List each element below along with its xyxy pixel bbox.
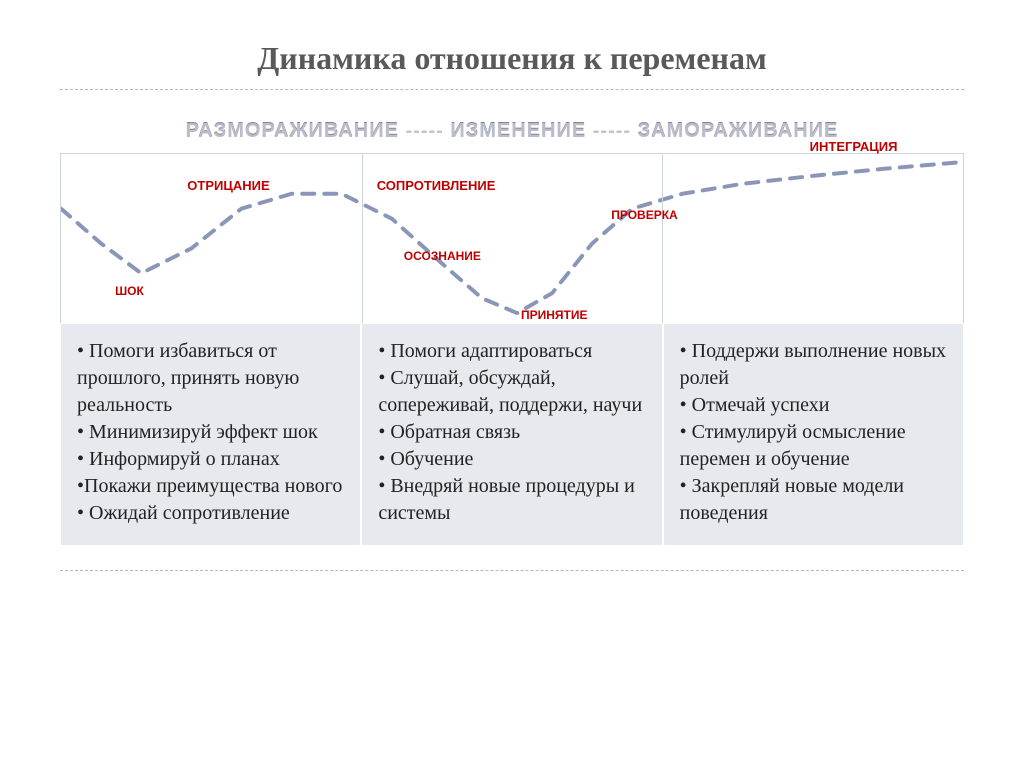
table-item: • Информируй о планах (77, 446, 344, 473)
table-item: • Помоги адаптироваться (378, 338, 645, 365)
stage-label-awareness: ОСОЗНАНИЕ (404, 249, 481, 263)
stage-label-testing: ПРОВЕРКА (611, 208, 677, 222)
table-item: • Отмечай успехи (680, 392, 947, 419)
table-item: • Слушай, обсуждай, сопереживай, поддерж… (378, 365, 645, 419)
divider-bottom (60, 570, 964, 571)
slide: Динамика отношения к переменам РАЗМОРАЖИ… (0, 0, 1024, 601)
stage-label-denial: ОТРИЦАНИЕ (187, 178, 269, 193)
table-cell-unfreeze: • Помоги избавиться от прошлого, принять… (60, 323, 361, 546)
table-item: • Поддержи выполнение новых ролей (680, 338, 947, 392)
table-item: • Закрепляй новые модели поведения (680, 473, 947, 527)
table-item: • Обратная связь (378, 419, 645, 446)
column-separator-1 (362, 154, 363, 323)
stage-label-shock: ШОК (115, 284, 144, 298)
page-title: Динамика отношения к переменам (60, 40, 964, 77)
change-curve-chart: ШОК ОТРИЦАНИЕ СОПРОТИВЛЕНИЕ ОСОЗНАНИЕ ПРИНЯТ… (60, 153, 964, 323)
table-item: • Обучение (378, 446, 645, 473)
table-item: • Минимизируй эффект шок (77, 419, 344, 446)
table-item: • Внедряй новые процедуры и системы (378, 473, 645, 527)
stage-label-acceptance: ПРИНЯТИЕ (521, 308, 588, 322)
divider-top (60, 89, 964, 90)
table-item: • Ожидай сопротивление (77, 500, 344, 527)
table-cell-change: • Помоги адаптироваться• Слушай, обсужда… (361, 323, 662, 546)
table-item: • Стимулируй осмысление перемен и обучен… (680, 419, 947, 473)
subtitle-word-1: РАЗМОРАЖИВАНИЕ (186, 120, 399, 143)
table-item: • Помоги избавиться от прошлого, принять… (77, 338, 344, 419)
subtitle-sep-1: ----- (399, 120, 450, 142)
subtitle-sep-2: ----- (586, 120, 637, 142)
column-separator-2 (662, 154, 663, 323)
table-cell-refreeze: • Поддержи выполнение новых ролей• Отмеч… (663, 323, 964, 546)
subtitle-word-2: ИЗМЕНЕНИЕ (450, 120, 586, 143)
stage-label-resistance: СОПРОТИВЛЕНИЕ (377, 178, 496, 193)
table-item: •Покажи преимущества нового (77, 473, 344, 500)
stage-label-integration: ИНТЕГРАЦИЯ (810, 139, 898, 154)
chart-and-table: ШОК ОТРИЦАНИЕ СОПРОТИВЛЕНИЕ ОСОЗНАНИЕ ПРИНЯТ… (60, 153, 964, 546)
actions-table: • Помоги избавиться от прошлого, принять… (60, 323, 964, 546)
subtitle-word-3: ЗАМОРАЖИВАНИЕ (638, 120, 839, 143)
